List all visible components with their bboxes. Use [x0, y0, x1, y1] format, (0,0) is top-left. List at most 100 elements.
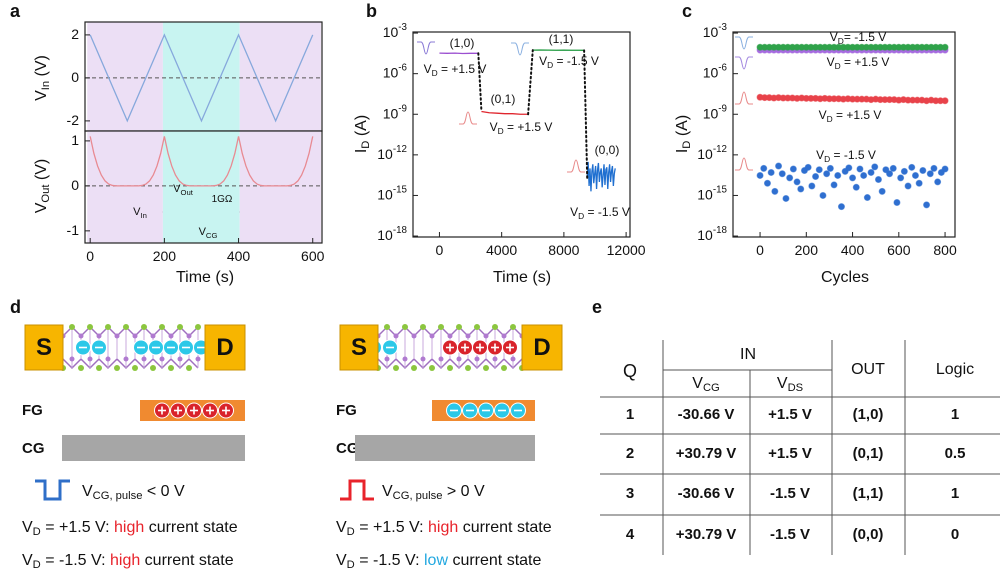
- text-part: 0: [71, 69, 79, 85]
- y-tick-label: -2: [67, 112, 80, 128]
- annotation: VD = -1.5 V: [539, 54, 599, 70]
- text-part: V: [33, 202, 50, 213]
- text-part: 3: [626, 485, 634, 502]
- atom: [393, 365, 399, 371]
- atom: [114, 365, 120, 371]
- pulse-shape: [35, 479, 70, 501]
- atom: [195, 356, 201, 362]
- data-point: [826, 164, 834, 172]
- annotation: VD = -1.5 V: [570, 205, 630, 221]
- state-tail: current state: [140, 552, 233, 569]
- drain-label: D: [533, 334, 550, 361]
- table-cell: 4: [626, 526, 635, 543]
- text-part: 2: [71, 26, 79, 42]
- text-part: V: [173, 183, 181, 195]
- text-part: CG: [703, 382, 720, 394]
- pulse-label: VCG, pulse < 0 V: [82, 483, 185, 502]
- state-lead: VD = +1.5 V:: [22, 519, 114, 538]
- x-axis-label: Cycles: [821, 269, 869, 286]
- state-word: high: [114, 519, 144, 536]
- lattice-bond: [62, 357, 199, 370]
- text-part: -12: [393, 143, 407, 154]
- table-header: IN: [740, 346, 756, 363]
- atom: [492, 324, 498, 330]
- state-word: high: [428, 519, 458, 536]
- text-part: (0,1): [491, 92, 516, 106]
- data-point: [823, 170, 831, 178]
- text-part: D: [360, 141, 372, 149]
- pulse-icon: [511, 42, 529, 56]
- state-lead: VD = -1.5 V:: [336, 552, 424, 571]
- text-part: = -1.5 V: [553, 54, 599, 68]
- text-part: V: [539, 54, 547, 68]
- x-tick-label: 600: [887, 242, 911, 258]
- text-part: V: [382, 483, 393, 500]
- text-part: D: [824, 154, 830, 164]
- data-point: [767, 168, 775, 176]
- annotation: (0,1): [491, 92, 516, 106]
- x-tick-label: 12000: [607, 242, 646, 258]
- text-part: -3: [398, 22, 407, 33]
- connector: [583, 49, 589, 179]
- text-part: a: [10, 1, 21, 21]
- x-tick-label: 0: [86, 248, 94, 264]
- state-line: VD = +1.5 V: high current state: [336, 519, 552, 538]
- text-part: 10: [383, 24, 399, 40]
- x-axis-label: Time (s): [493, 269, 551, 286]
- data-line: [481, 110, 529, 115]
- table-cell: (1,0): [853, 406, 884, 423]
- text-part: S: [36, 334, 52, 361]
- state-tail: current state: [458, 519, 551, 536]
- panel-label: d: [10, 297, 21, 317]
- atom: [411, 333, 417, 339]
- atom: [159, 324, 165, 330]
- data-line: [89, 136, 314, 187]
- text-part: DS: [788, 382, 804, 394]
- data-point: [763, 179, 771, 187]
- text-part: D: [33, 526, 41, 538]
- data-point: [756, 171, 764, 179]
- text-part: +30.79 V: [676, 526, 736, 543]
- text-part: 1: [951, 406, 959, 423]
- table-header: Q: [623, 361, 637, 381]
- data-point: [778, 170, 786, 178]
- text-part: V: [777, 375, 788, 392]
- table-cell: -1.5 V: [770, 485, 810, 502]
- text-part: S: [351, 334, 367, 361]
- text-part: = -1.5 V: [830, 148, 876, 162]
- drain-electrode: [521, 324, 563, 371]
- atom: [186, 333, 192, 339]
- atom: [474, 324, 480, 330]
- control-gate: [62, 435, 245, 461]
- x-tick-label: 0: [756, 242, 764, 258]
- shaded-region: [239, 131, 321, 243]
- table-cell: 3: [626, 485, 634, 502]
- atom: [402, 356, 408, 362]
- pulse-icon: [735, 56, 753, 70]
- drain-electrode: [204, 324, 246, 371]
- table-header: VDS: [777, 375, 803, 394]
- text-part: 0: [951, 526, 959, 543]
- atom: [87, 324, 93, 330]
- atom: [492, 356, 498, 362]
- atom: [177, 324, 183, 330]
- text-part: = +1.5 V: [841, 55, 890, 69]
- source-electrode: [339, 324, 379, 371]
- text-part: 0: [71, 177, 79, 193]
- text-part: 1: [71, 132, 79, 148]
- y-tick-label: 10-12: [377, 143, 407, 161]
- data-point: [786, 174, 794, 182]
- y-axis-label: VOut (V): [33, 159, 52, 214]
- text-part: -18: [393, 225, 408, 236]
- table-cell: +1.5 V: [768, 445, 812, 462]
- atom: [483, 333, 489, 339]
- text-part: V: [830, 30, 838, 44]
- text-part: (V): [33, 159, 50, 185]
- text-part: 4000: [486, 242, 517, 258]
- y-tick-label: 10-3: [703, 22, 728, 40]
- text-part: D: [33, 559, 41, 571]
- atom: [96, 333, 102, 339]
- text-part: (1,0): [450, 36, 475, 50]
- text-part: low: [424, 552, 448, 569]
- pulse-icon: [417, 41, 435, 55]
